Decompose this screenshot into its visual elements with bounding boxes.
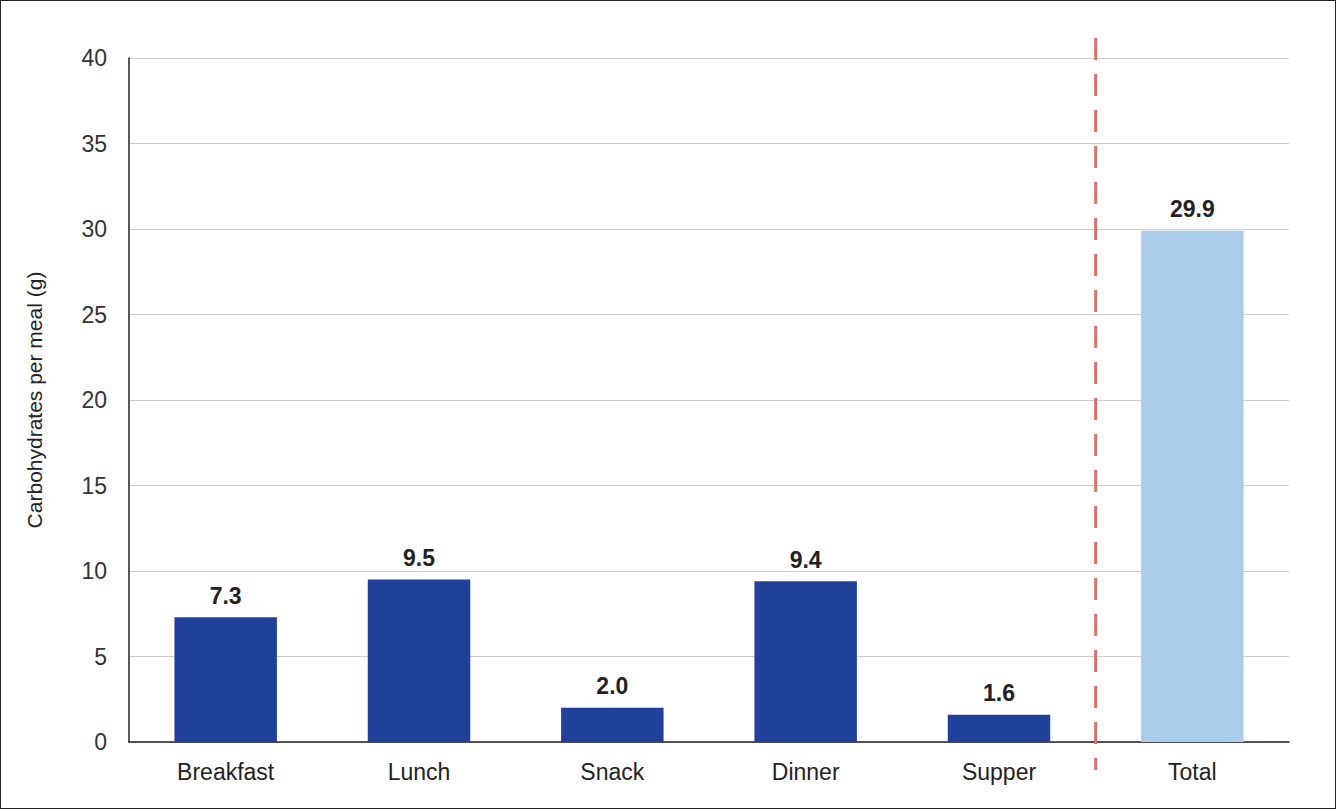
svg-text:15: 15	[81, 473, 107, 499]
svg-text:10: 10	[81, 558, 107, 584]
svg-text:35: 35	[81, 131, 107, 157]
svg-text:Dinner: Dinner	[772, 759, 840, 785]
svg-text:2.0: 2.0	[596, 673, 628, 699]
svg-text:Carbohydrates per meal (g): Carbohydrates per meal (g)	[23, 272, 46, 529]
svg-text:9.5: 9.5	[403, 545, 435, 571]
svg-text:Breakfast: Breakfast	[177, 759, 275, 785]
svg-text:Snack: Snack	[580, 759, 644, 785]
svg-text:9.4: 9.4	[790, 547, 822, 573]
svg-text:Total: Total	[1168, 759, 1217, 785]
svg-text:1.6: 1.6	[983, 680, 1015, 706]
svg-text:29.9: 29.9	[1170, 196, 1215, 222]
svg-text:40: 40	[81, 45, 107, 71]
svg-text:Supper: Supper	[962, 759, 1037, 785]
svg-text:0: 0	[94, 729, 107, 755]
svg-text:5: 5	[94, 644, 107, 670]
svg-text:20: 20	[81, 387, 107, 413]
svg-text:30: 30	[81, 216, 107, 242]
svg-text:25: 25	[81, 302, 107, 328]
svg-text:Lunch: Lunch	[388, 759, 451, 785]
svg-text:7.3: 7.3	[210, 583, 242, 609]
